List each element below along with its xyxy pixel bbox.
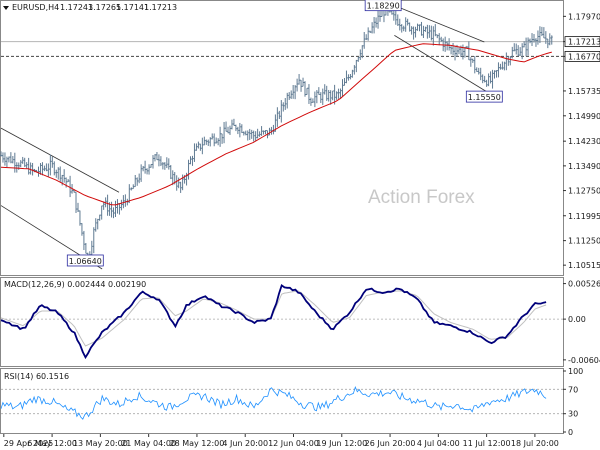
price-tick-label: 1.17213	[568, 38, 600, 47]
price-callout: 1.06640	[66, 254, 104, 267]
time-tick-label: 29 Apr 2025	[4, 439, 53, 448]
price-tick-label: 1.10515	[568, 261, 600, 270]
price-tick-label: 1.11995	[568, 212, 600, 221]
dropdown-triangle-icon[interactable]	[3, 6, 9, 10]
callout-box	[364, 0, 402, 12]
rsi-tick-label: 100	[568, 367, 583, 376]
price-panel-frame	[0, 0, 564, 276]
callout-label: 1.18290	[367, 2, 400, 11]
callout-box	[465, 90, 503, 103]
price-tick-label: 1.13490	[568, 162, 600, 171]
price-callout: 1.18290	[364, 0, 402, 12]
time-tick-label: 19 Jun 12:00	[316, 439, 367, 448]
time-tick-label: 18 Jul 20:00	[511, 439, 559, 448]
rsi-header: RSI(14) 60.1516	[4, 372, 69, 381]
price-tick-label: 1.16770	[568, 52, 600, 61]
time-tick-label: 21 May 04:00	[121, 439, 176, 448]
last-price-tag	[564, 36, 600, 48]
channel-line	[0, 127, 120, 193]
rsi-plot	[0, 385, 563, 420]
rsi-panel-frame	[0, 368, 564, 434]
macd-tick-label: 0.005267	[568, 280, 600, 289]
time-tick-label: 26 Jun 20:00	[365, 439, 416, 448]
price-tick-label: 1.17970	[568, 12, 600, 21]
macd-panel-frame	[0, 277, 564, 367]
macd-tick-label: 0.00	[568, 315, 586, 324]
ohlc-high: 1.17265	[88, 3, 121, 12]
time-tick-label: 6 May 12:00	[27, 439, 77, 448]
macd-line	[0, 283, 547, 360]
callout-label: 1.06640	[69, 257, 102, 266]
macd-signal-line	[0, 290, 547, 347]
watermark: Action Forex	[368, 187, 475, 208]
price-callout: 1.15550	[465, 90, 503, 103]
price-tick-label: 1.12750	[568, 187, 600, 196]
price-tick-label: 1.14990	[568, 112, 600, 121]
price-tick-label: 1.14230	[568, 137, 600, 146]
ohlc-low: 1.17141	[116, 3, 149, 12]
ohlc-open: 1.17243	[60, 3, 93, 12]
rsi-tick-label: 70	[568, 385, 578, 394]
time-tick-label: 4 Jul 04:00	[417, 439, 460, 448]
macd-plot	[0, 283, 563, 360]
channel-line	[394, 35, 496, 98]
time-tick-label: 4 Jun 20:00	[222, 439, 268, 448]
moving-average-line	[0, 43, 552, 206]
macd-header: MACD(12,26,9) 0.002444 0.002190	[4, 280, 146, 289]
callout-box	[66, 254, 104, 267]
level-price-tag	[564, 51, 600, 62]
callout-label: 1.15550	[468, 93, 501, 102]
axes: 1.17970 1.17213 1.16770 1.15735 1.14990 1.142…	[3, 12, 600, 448]
price-tick-label: 1.11250	[568, 237, 600, 246]
ohlc-close: 1.17213	[144, 3, 177, 12]
rsi-line	[0, 385, 547, 420]
time-tick-label: 13 May 20:00	[73, 439, 128, 448]
rsi-tick-label: 0	[568, 428, 573, 437]
symbol-timeframe: EURUSD,H4	[12, 3, 59, 12]
macd-tick-label: -0.00604	[568, 356, 600, 365]
rsi-tick-label: 30	[568, 410, 578, 419]
price-plot: 1.18290 1.15550 1.06640	[0, 0, 563, 270]
price-tick-label: 1.15735	[568, 87, 600, 96]
time-tick-label: 12 Jun 04:00	[268, 439, 319, 448]
time-tick-label: 11 Jul 12:00	[463, 439, 511, 448]
time-tick-label: 28 May 12:00	[170, 439, 225, 448]
